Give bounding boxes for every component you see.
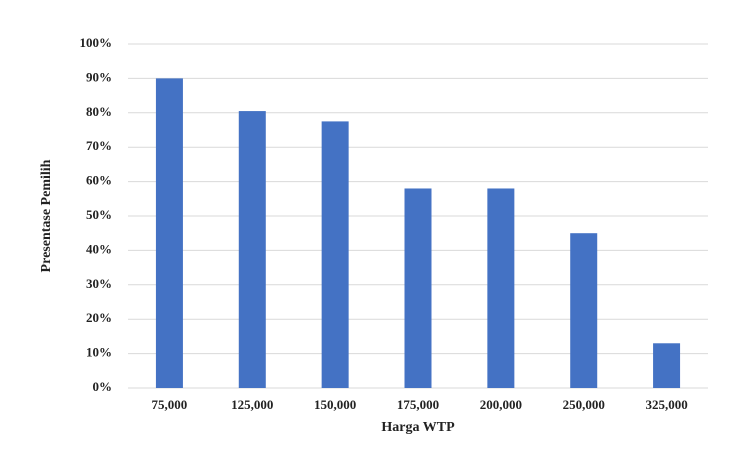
bar xyxy=(653,343,681,388)
y-tick-label: 30% xyxy=(86,276,112,291)
y-tick-label: 60% xyxy=(86,173,112,188)
y-tick-label: 50% xyxy=(86,207,112,222)
y-tick-label: 0% xyxy=(93,379,113,394)
bar xyxy=(238,111,266,388)
bar xyxy=(155,78,183,389)
bar xyxy=(404,188,432,388)
y-tick-label: 70% xyxy=(86,138,112,153)
y-axis-label: Presentase Pemilih xyxy=(39,159,54,272)
bar xyxy=(487,188,515,388)
x-tick-label: 200,000 xyxy=(480,397,522,412)
y-tick-label: 100% xyxy=(80,35,113,50)
y-tick-label: 40% xyxy=(86,241,112,256)
bar xyxy=(570,233,598,388)
y-tick-label: 90% xyxy=(86,69,112,84)
bar xyxy=(321,121,349,389)
x-axis-label: Harga WTP xyxy=(381,420,455,435)
x-tick-label: 75,000 xyxy=(152,397,188,412)
x-tick-label: 125,000 xyxy=(231,397,273,412)
x-tick-label: 250,000 xyxy=(563,397,605,412)
y-tick-label: 80% xyxy=(86,104,112,119)
x-tick-label: 175,000 xyxy=(397,397,439,412)
x-tick-label: 325,000 xyxy=(645,397,687,412)
y-tick-label: 20% xyxy=(86,310,112,325)
x-tick-label: 150,000 xyxy=(314,397,356,412)
y-tick-label: 10% xyxy=(86,345,112,360)
